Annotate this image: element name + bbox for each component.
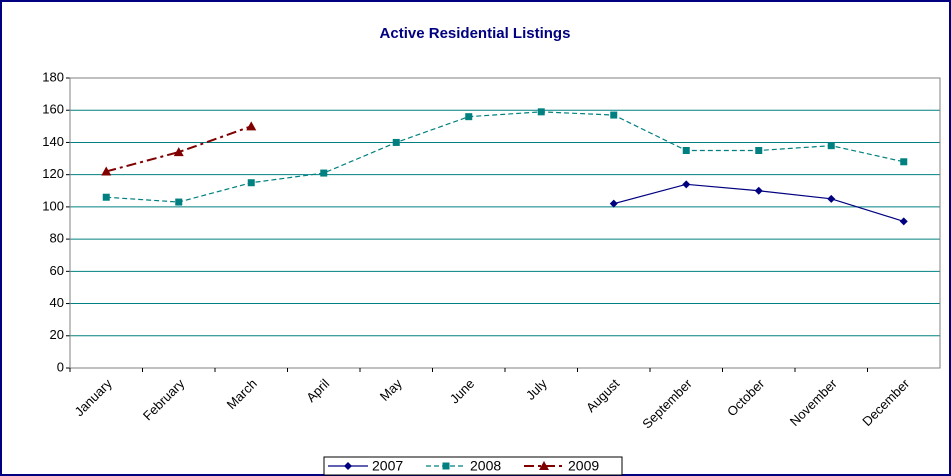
marker [754, 186, 763, 195]
y-tick-label: 120 [42, 166, 64, 181]
series-line [105, 125, 252, 173]
marker [101, 166, 112, 176]
marker [442, 462, 450, 470]
legend-box [323, 456, 623, 476]
marker [173, 147, 184, 157]
marker [537, 108, 545, 116]
series-line [106, 111, 904, 203]
y-tick-label: 140 [42, 134, 64, 149]
legend-label: 2008 [470, 458, 501, 474]
marker [246, 121, 257, 131]
marker [344, 462, 352, 470]
marker [175, 198, 183, 206]
marker [102, 193, 110, 201]
marker [755, 147, 763, 154]
marker [609, 199, 618, 208]
legend-label: 2007 [372, 458, 403, 474]
y-tick-label: 80 [50, 231, 64, 246]
marker [610, 111, 618, 119]
chart-title: Active Residential Listings [380, 25, 571, 42]
y-tick-label: 100 [42, 198, 64, 213]
marker [827, 194, 836, 203]
marker [827, 142, 835, 150]
y-tick-label: 180 [42, 69, 64, 84]
marker [539, 461, 549, 470]
marker [465, 113, 473, 121]
y-tick-label: 20 [50, 327, 64, 342]
marker [247, 179, 255, 187]
legend-label: 2009 [568, 458, 599, 474]
marker [682, 147, 690, 154]
y-tick-label: 40 [50, 295, 64, 310]
marker [900, 158, 908, 166]
marker [392, 138, 400, 146]
y-tick-label: 60 [50, 263, 64, 278]
y-tick-label: 160 [42, 102, 64, 117]
marker [682, 180, 691, 189]
y-tick-label: 0 [57, 359, 64, 374]
marker [899, 217, 908, 226]
marker [320, 169, 328, 177]
